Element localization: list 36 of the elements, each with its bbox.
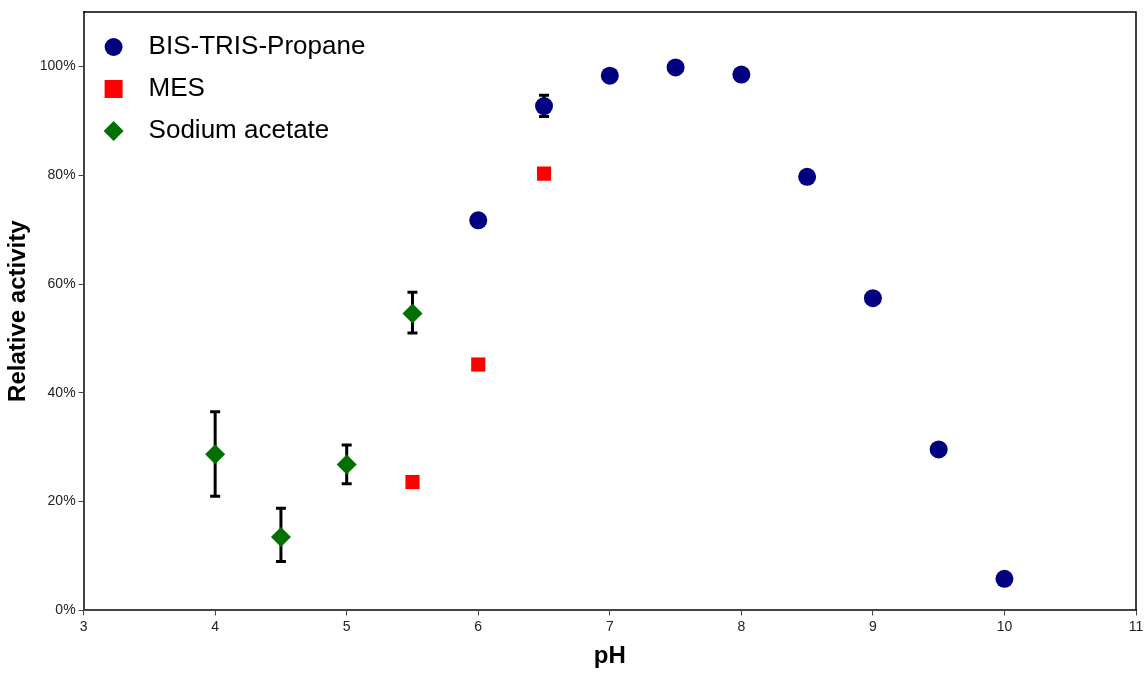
point (929, 440, 948, 459)
y-tick-label: 40% (47, 383, 76, 400)
x-tick-label: 3 (79, 617, 88, 634)
y-tick-label: 20% (47, 492, 76, 509)
x-tick-label: 7 (605, 617, 614, 634)
point (402, 303, 423, 324)
x-tick-label: 9 (869, 617, 877, 634)
point (471, 357, 486, 372)
legend-label: BIS-TRIS-Propane (148, 30, 366, 61)
point (600, 66, 619, 85)
y-tick-label: 100% (39, 57, 76, 74)
legend-label: Sodium acetate (148, 114, 330, 145)
x-tick-label: 5 (342, 617, 351, 634)
point (405, 474, 420, 490)
point (536, 166, 552, 181)
point (270, 526, 291, 547)
y-axis-title: Relative activity (3, 219, 31, 402)
y-tick-label: 0% (55, 601, 76, 618)
point (666, 58, 685, 77)
x-tick-label: 6 (474, 617, 483, 634)
point (995, 569, 1014, 588)
point (336, 454, 357, 475)
point (732, 65, 751, 84)
x-tick-label: 8 (737, 617, 746, 634)
x-axis-title: pH (593, 641, 626, 669)
point (469, 211, 488, 230)
x-tick-label: 11 (1128, 617, 1144, 634)
point (798, 167, 817, 186)
x-tick-label: 4 (211, 617, 220, 634)
point (205, 444, 226, 465)
point (863, 289, 882, 308)
point (535, 97, 554, 116)
x-tick-label: 10 (996, 617, 1013, 634)
y-tick-label: 80% (47, 166, 76, 183)
legend-label: MES (148, 72, 205, 103)
y-tick-label: 60% (47, 274, 76, 291)
